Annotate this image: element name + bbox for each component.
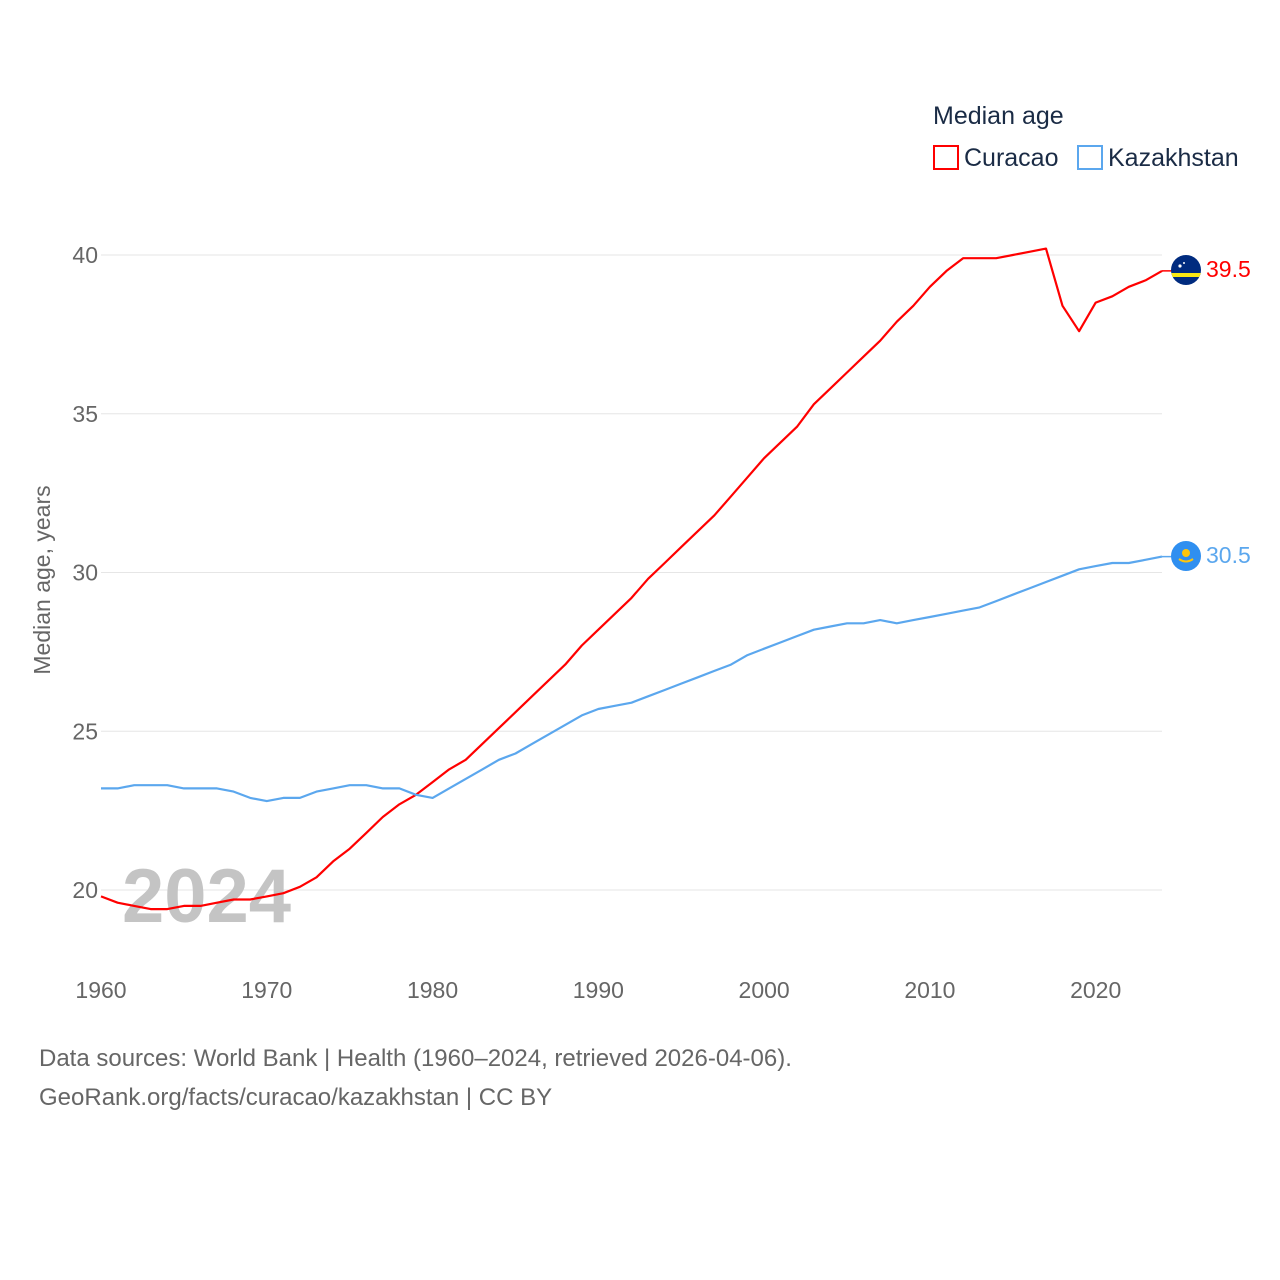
y-axis-label: Median age, years (29, 485, 55, 674)
series-lines (100, 247, 1172, 911)
source-note: Data sources: World Bank | Health (1960–… (39, 1045, 792, 1072)
gridlines (101, 254, 1162, 891)
x-tick-label: 2020 (1070, 977, 1121, 1003)
y-axis-ticks: 20 25 30 35 40 (72, 242, 98, 903)
x-tick-label: 1980 (407, 977, 458, 1003)
y-tick-label: 35 (72, 401, 98, 427)
end-label-kazakhstan: 30.5 (1206, 542, 1251, 568)
x-tick-label: 1960 (75, 977, 126, 1003)
series-line-kazakhstan (101, 555, 1163, 803)
x-tick-label: 1970 (241, 977, 292, 1003)
source-link[interactable]: GeoRank.org/facts/curacao/kazakhstan | C… (39, 1084, 553, 1111)
y-tick-label: 25 (72, 718, 98, 744)
y-tick-label: 40 (72, 242, 98, 268)
y-tick-label: 20 (72, 877, 98, 903)
x-tick-label: 2010 (904, 977, 955, 1003)
end-label-curacao: 39.5 (1206, 256, 1251, 282)
legend-label-curacao[interactable]: Curacao (964, 144, 1059, 172)
y-tick-label: 30 (72, 560, 98, 586)
legend-swatch-curacao[interactable] (933, 145, 959, 170)
x-axis-ticks: 1960 1970 1980 1990 2000 2010 2020 (75, 977, 1121, 1003)
legend-label-kazakhstan[interactable]: Kazakhstan (1108, 144, 1239, 172)
legend-swatch-kazakhstan[interactable] (1077, 145, 1103, 170)
x-tick-label: 1990 (573, 977, 624, 1003)
curacao-flag-icon (1171, 255, 1201, 285)
series-line-curacao (100, 247, 1163, 911)
legend: Median age Curacao Kazakhstan (933, 102, 1239, 172)
x-tick-label: 2000 (739, 977, 790, 1003)
kazakhstan-flag-icon (1171, 541, 1201, 571)
legend-title: Median age (933, 102, 1064, 130)
